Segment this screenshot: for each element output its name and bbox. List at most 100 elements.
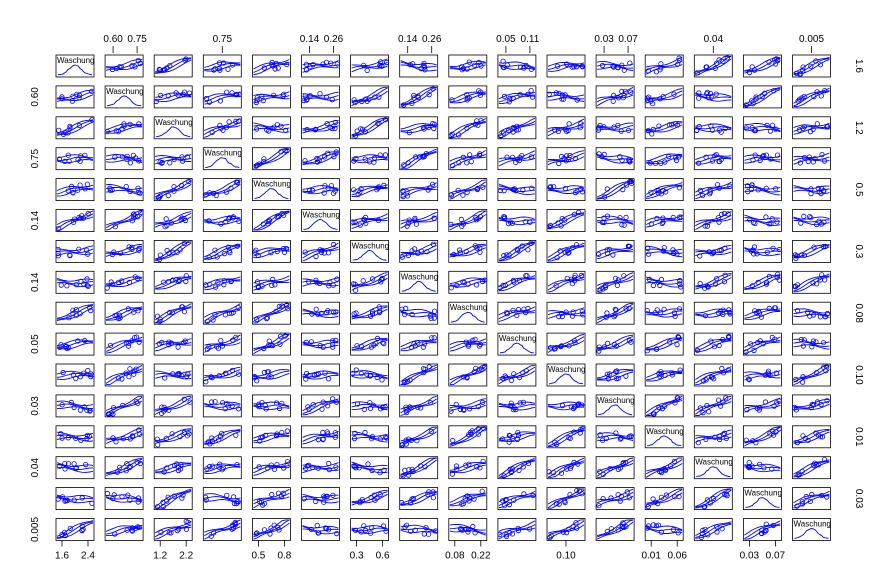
smoother-line bbox=[793, 159, 830, 165]
panel-frame bbox=[55, 54, 95, 78]
data-point bbox=[466, 494, 472, 500]
panel-10-1 bbox=[104, 363, 144, 387]
smoother-line bbox=[498, 94, 535, 103]
data-point bbox=[653, 523, 660, 529]
panel-1-14 bbox=[743, 85, 782, 109]
density-curve bbox=[352, 249, 387, 261]
smoother-line bbox=[695, 488, 732, 507]
smoother-line bbox=[105, 525, 143, 532]
smoother-line bbox=[204, 372, 241, 382]
smoother-line bbox=[744, 397, 781, 407]
smoother-line bbox=[645, 463, 683, 478]
smoother-line bbox=[744, 276, 781, 291]
smoother-line bbox=[106, 429, 143, 441]
panel-4-10 bbox=[546, 178, 586, 202]
smoother-line bbox=[645, 182, 683, 195]
smoother-line bbox=[695, 312, 732, 318]
smoother-line bbox=[793, 341, 830, 347]
panel-frame bbox=[497, 487, 537, 511]
panel-frame bbox=[497, 85, 537, 109]
data-point bbox=[695, 440, 701, 446]
smoother-line bbox=[744, 524, 781, 540]
diagonal-label: Waschung bbox=[155, 118, 193, 127]
smoother-line bbox=[56, 277, 94, 282]
smoother-line bbox=[155, 463, 192, 473]
panel-frame bbox=[399, 239, 439, 263]
smoother-line bbox=[351, 337, 388, 349]
panel-frame bbox=[743, 394, 782, 418]
smoother-line bbox=[155, 242, 192, 262]
data-point bbox=[610, 98, 616, 104]
smoother-line bbox=[400, 126, 437, 134]
panel-15-12 bbox=[644, 518, 684, 541]
data-point bbox=[663, 492, 670, 498]
panel-8-5 bbox=[301, 301, 340, 325]
panel-frame bbox=[497, 54, 537, 78]
smoother-line bbox=[695, 187, 732, 200]
panel-frame bbox=[104, 518, 144, 541]
panel-frame bbox=[251, 116, 291, 140]
smoother-line bbox=[744, 523, 781, 539]
panel-frame bbox=[55, 301, 95, 325]
smoother-line bbox=[744, 404, 781, 413]
smoother-line bbox=[302, 372, 339, 378]
smoother-line bbox=[253, 59, 290, 70]
panel-frame bbox=[644, 147, 684, 171]
panel-4-4: Waschung bbox=[251, 178, 291, 202]
panel-0-12 bbox=[644, 54, 684, 78]
smoother-line bbox=[400, 215, 437, 225]
smoother-line bbox=[498, 188, 535, 196]
smoother-line bbox=[105, 214, 143, 231]
panel-8-11 bbox=[595, 301, 635, 325]
data-point bbox=[186, 178, 192, 185]
data-point bbox=[182, 57, 188, 63]
smoother-line bbox=[449, 527, 486, 534]
smoother-line bbox=[547, 457, 585, 475]
panel-frame bbox=[399, 54, 439, 78]
panel-2-6 bbox=[350, 116, 390, 140]
data-point bbox=[284, 302, 290, 308]
smoother-line bbox=[547, 273, 585, 287]
data-point bbox=[617, 498, 623, 504]
density-curve bbox=[401, 280, 436, 292]
data-point bbox=[460, 501, 466, 507]
panel-6-12 bbox=[644, 239, 684, 263]
panel-11-6 bbox=[350, 394, 390, 418]
panel-14-5 bbox=[301, 487, 340, 511]
data-point bbox=[55, 226, 62, 232]
panel-frame bbox=[251, 301, 291, 325]
data-point bbox=[365, 461, 371, 467]
data-point bbox=[624, 489, 630, 495]
data-point bbox=[721, 278, 728, 285]
data-point bbox=[314, 522, 320, 529]
smoother-line bbox=[596, 128, 634, 132]
data-point bbox=[628, 89, 634, 95]
smoother-line bbox=[204, 405, 241, 411]
smoother-line bbox=[498, 157, 536, 167]
data-point bbox=[799, 498, 805, 505]
smoother-line bbox=[597, 250, 634, 260]
smoother-line bbox=[56, 464, 94, 470]
data-point bbox=[117, 464, 123, 470]
smoother-line bbox=[56, 121, 94, 136]
panel-12-7 bbox=[399, 425, 439, 449]
smoother-line bbox=[154, 400, 192, 415]
smoother-line bbox=[646, 121, 683, 131]
panel-14-12 bbox=[644, 487, 684, 511]
panel-frame bbox=[153, 85, 193, 109]
panel-15-9 bbox=[497, 518, 537, 541]
panel-frame bbox=[202, 456, 242, 480]
data-point bbox=[651, 411, 657, 417]
data-point bbox=[383, 435, 390, 441]
panel-frame bbox=[792, 363, 831, 387]
panel-11-9 bbox=[497, 394, 537, 418]
panel-2-3 bbox=[202, 116, 242, 140]
panel-14-4 bbox=[251, 487, 291, 511]
smoother-line bbox=[351, 65, 388, 73]
smoother-line bbox=[204, 91, 241, 99]
data-point bbox=[702, 313, 709, 319]
panel-3-4 bbox=[251, 147, 291, 171]
data-point bbox=[753, 94, 759, 100]
panel-frame bbox=[104, 270, 144, 294]
data-point bbox=[465, 529, 471, 535]
